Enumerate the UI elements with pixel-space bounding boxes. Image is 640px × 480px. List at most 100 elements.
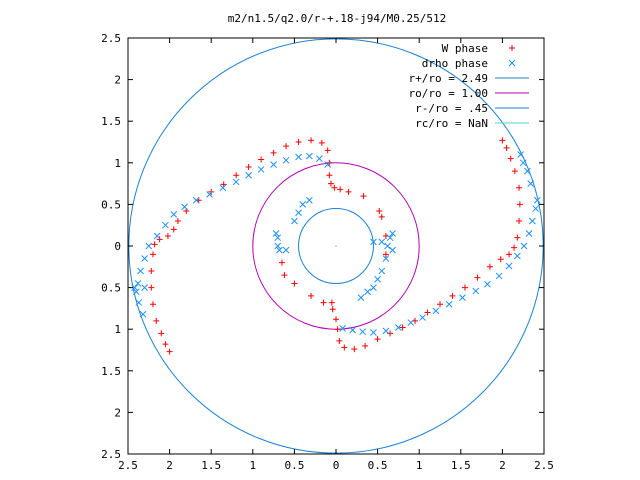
legend: W phase drho phase r+/ro = 2.49 ro/ro = 1.0…	[409, 42, 529, 130]
y-tick-label: 1.5	[101, 365, 121, 378]
data-point	[258, 156, 265, 163]
data-point	[419, 314, 426, 321]
x-tick-label: 1.5	[451, 459, 471, 472]
data-point	[153, 317, 160, 324]
data-point	[274, 234, 282, 242]
data-point	[132, 288, 140, 296]
x-tick-label: 1	[249, 459, 256, 472]
legend-label: rc/ro = NaN	[415, 117, 488, 130]
data-point	[474, 274, 481, 281]
data-point	[389, 230, 396, 237]
data-point	[511, 168, 518, 175]
data-point	[506, 251, 513, 258]
data-point	[245, 163, 252, 170]
y-tick-label: 1	[114, 323, 121, 336]
data-point	[170, 226, 177, 233]
data-point	[206, 191, 213, 198]
y-tick-label: 0	[114, 240, 121, 253]
data-point	[359, 328, 366, 336]
y-tick-label: 2.5	[101, 32, 121, 45]
data-point	[516, 201, 523, 208]
data-point	[345, 188, 352, 195]
data-point	[291, 217, 298, 225]
x-tick-label: 1	[416, 459, 423, 472]
data-point	[505, 262, 513, 270]
data-point	[219, 184, 227, 192]
data-point	[134, 280, 142, 287]
data-point	[517, 151, 525, 158]
data-point	[299, 201, 307, 208]
data-point	[378, 267, 386, 275]
data-point	[364, 288, 371, 296]
data-point	[278, 259, 285, 266]
data-point	[272, 230, 280, 237]
data-point	[131, 284, 139, 291]
data-point	[424, 309, 431, 316]
center-dot	[335, 245, 337, 247]
data-point	[384, 242, 391, 250]
data-point	[399, 324, 406, 331]
x-tick-label: 0	[333, 459, 340, 472]
data-point	[333, 316, 339, 323]
x-tick-label: 2	[166, 459, 173, 472]
data-point	[233, 172, 240, 179]
data-point	[308, 137, 315, 144]
legend-marker	[509, 45, 515, 51]
reference-circles	[128, 38, 544, 454]
y-tick-label: 1	[114, 157, 121, 170]
data-point	[370, 284, 377, 291]
x-tick-label: 0.5	[368, 459, 388, 472]
data-point	[334, 326, 341, 333]
data-point	[341, 344, 348, 351]
y-tick-label: 1.5	[101, 115, 121, 128]
data-point	[281, 272, 288, 279]
data-series	[131, 137, 541, 355]
series-W-phase	[148, 137, 523, 355]
data-point	[245, 171, 252, 179]
data-point	[486, 263, 493, 270]
data-point	[337, 186, 344, 193]
data-point	[295, 153, 302, 161]
data-point	[484, 280, 491, 288]
data-point	[156, 236, 163, 243]
x-tick-label: 1.5	[201, 459, 221, 472]
y-tick-label: 2	[114, 406, 121, 419]
legend-label: drho phase	[422, 57, 488, 70]
data-point	[141, 255, 148, 262]
data-point	[270, 161, 277, 168]
legend-label: r-/ro = .45	[415, 102, 488, 115]
chart-title: m2/n1.5/q2.0/r-+.18-j94/M0.25/512	[228, 12, 447, 25]
radius-circle-2	[298, 208, 374, 284]
data-point	[192, 196, 200, 204]
data-point	[407, 319, 415, 326]
series-drho-phase	[131, 151, 541, 336]
data-point	[170, 211, 178, 218]
data-point	[145, 242, 153, 250]
data-point	[382, 255, 390, 262]
data-point	[395, 324, 402, 331]
data-point	[532, 205, 540, 212]
data-point	[503, 144, 510, 151]
data-point	[432, 307, 440, 315]
x-tick-label: 0.5	[284, 459, 304, 472]
data-point	[524, 167, 531, 175]
legend-label: ro/ro = 1.00	[409, 87, 488, 100]
data-point	[331, 184, 338, 191]
y-tick-label: 0.5	[101, 282, 121, 295]
data-point	[514, 234, 521, 241]
data-point	[351, 346, 358, 353]
data-point	[158, 330, 165, 337]
data-point	[461, 284, 468, 291]
data-point	[151, 241, 158, 248]
data-point	[326, 172, 333, 179]
data-point	[166, 348, 173, 355]
data-point	[135, 299, 143, 306]
data-point	[232, 178, 240, 186]
data-point	[148, 284, 155, 291]
data-point	[336, 337, 343, 344]
data-point	[382, 327, 390, 335]
legend-label: r+/ro = 2.49	[409, 72, 488, 85]
data-point	[449, 292, 456, 299]
data-point	[525, 230, 533, 237]
